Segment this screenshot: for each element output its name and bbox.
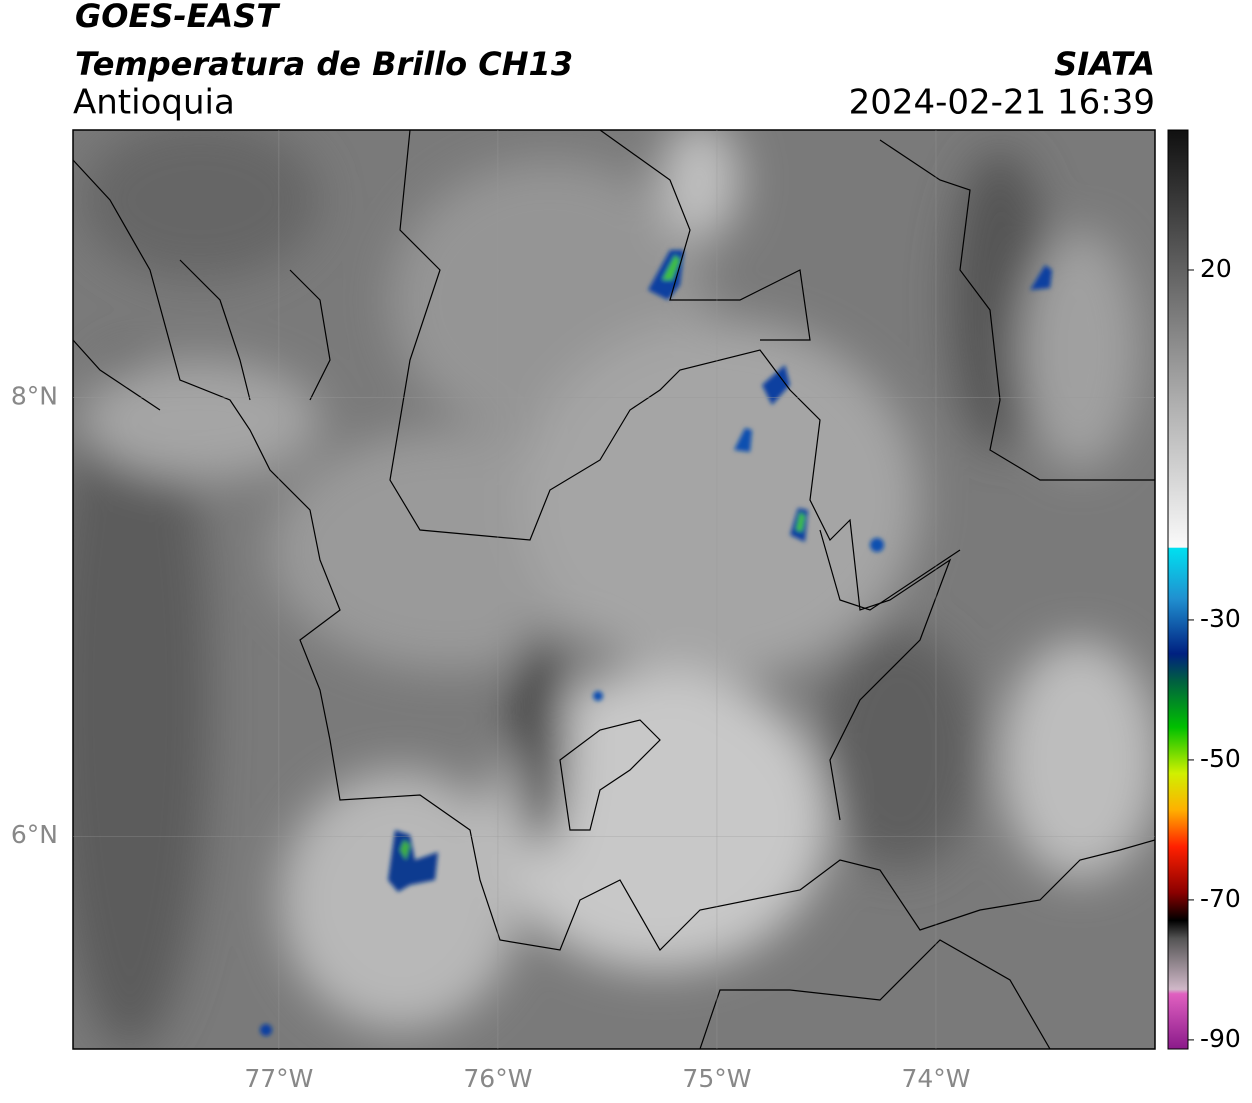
colorbar-tick-label: -70 bbox=[1200, 884, 1241, 913]
y-tick-label: 8°N bbox=[11, 382, 58, 411]
y-tick-label: 6°N bbox=[11, 820, 58, 849]
x-tick-label: 75°W bbox=[682, 1064, 751, 1093]
x-tick-label: 77°W bbox=[244, 1064, 313, 1093]
colorbar-tick-label: -50 bbox=[1200, 744, 1241, 773]
colorbar-tick-label: 20 bbox=[1200, 254, 1232, 283]
region: Antioquia bbox=[73, 83, 235, 123]
x-tick-label: 74°W bbox=[901, 1064, 970, 1093]
colorbar-tick-label: -90 bbox=[1200, 1024, 1241, 1053]
map-frame bbox=[72, 129, 1156, 1050]
source: SIATA bbox=[1054, 45, 1155, 83]
colorbar-tick-label: -30 bbox=[1200, 604, 1241, 633]
datetime: 2024-02-21 16:39 bbox=[849, 83, 1155, 123]
title: GOES-EAST bbox=[75, 0, 280, 35]
satellite-image bbox=[73, 130, 1155, 1049]
colorbar bbox=[1167, 129, 1189, 1050]
x-tick-label: 76°W bbox=[463, 1064, 532, 1093]
subtitle: Temperatura de Brillo CH13 bbox=[75, 45, 573, 83]
